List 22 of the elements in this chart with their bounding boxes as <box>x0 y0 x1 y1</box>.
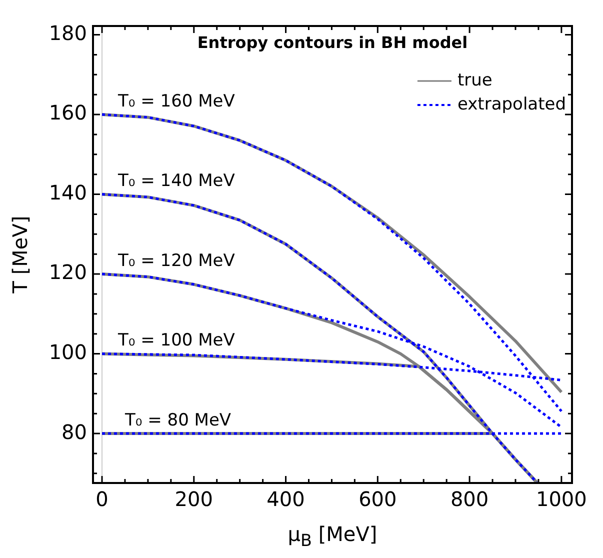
annotation: T₀ = 100 MeV <box>117 330 236 351</box>
x-tick-label: 800 <box>450 487 489 512</box>
text: Entropy contours in BH model <box>197 33 468 52</box>
x-tick-label: 0 <box>96 487 108 512</box>
y-tick-label: 180 <box>48 20 87 45</box>
y-axis-title: T [MeV] <box>8 216 32 294</box>
y-tick-label: 100 <box>48 340 87 364</box>
annotation: T₀ = 140 MeV <box>117 171 236 192</box>
x-tick-label: 400 <box>266 487 305 512</box>
y-tick-label: 160 <box>48 100 87 125</box>
y-tick-label: 80 <box>62 420 87 444</box>
legend-label: true <box>457 70 492 90</box>
y-tick-label: 140 <box>48 180 87 204</box>
x-tick-label: 600 <box>358 487 397 512</box>
annotation: T₀ = 80 MeV <box>124 410 232 430</box>
x-tick-label: 200 <box>174 487 213 512</box>
x-tick-label: 1000 <box>536 487 587 512</box>
legend-label: extrapolated <box>457 94 566 114</box>
y-tick-label: 120 <box>48 260 87 284</box>
x-axis-title: μ$_{B}$ [MeV] <box>286 522 378 552</box>
annotation: T₀ = 160 MeV <box>117 91 236 112</box>
annotation: T₀ = 120 MeV <box>117 250 236 271</box>
